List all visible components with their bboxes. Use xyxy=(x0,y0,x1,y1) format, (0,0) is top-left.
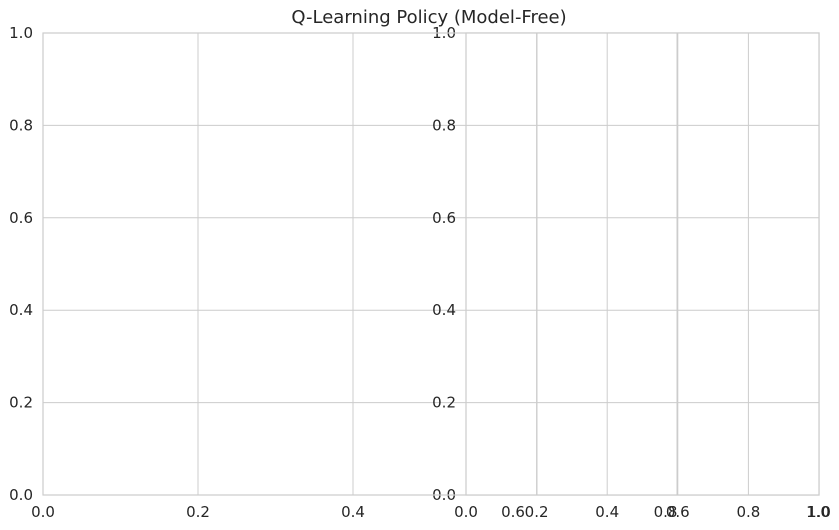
right-x-tick-label: 0.6 xyxy=(666,503,690,521)
overlay-x-tick-label: 0.6 xyxy=(501,503,525,521)
left-x-tick-label: 0.4 xyxy=(341,503,365,521)
left-y-tick-label: 0.8 xyxy=(9,116,33,134)
left-y-tick-label: 0.6 xyxy=(9,209,33,227)
right-y-tick-label: 0.8 xyxy=(432,116,456,134)
right-axes-frame xyxy=(465,32,820,496)
right-axes-background xyxy=(466,33,819,495)
right-y-tick-label: 0.2 xyxy=(432,394,456,412)
left-x-tick-label: 0.0 xyxy=(31,503,55,521)
tick-label-layer: 0.00.20.40.60.81.00.0 0.2 0.40.00.20.40.60… xyxy=(9,24,831,521)
right-y-tick-label: 0.6 xyxy=(432,209,456,227)
overlay-x-tick-label: 1.0 xyxy=(806,503,830,521)
overlay-x-tick-label: 0.8 xyxy=(654,503,678,521)
right-x-tick-label: 0.4 xyxy=(595,503,619,521)
right-y-tick-label: 0.4 xyxy=(432,301,456,319)
left-y-tick-label: 0.2 xyxy=(9,394,33,412)
right-x-tick-label: 1.0 xyxy=(807,503,831,521)
left-x-tick-label: 0.2 xyxy=(186,503,210,521)
chart-title: Q-Learning Policy (Model-Free) xyxy=(291,7,566,28)
left-y-tick-label: 1.0 xyxy=(9,24,33,42)
right-x-tick-label: 0.0 xyxy=(454,503,478,521)
axes-frame-layer xyxy=(42,32,820,496)
left-y-tick-label: 0.0 xyxy=(9,486,33,504)
left-y-tick-label: 0.4 xyxy=(9,301,33,319)
right-x-tick-label: 0.2 xyxy=(525,503,549,521)
right-x-tick-label: 0.8 xyxy=(736,503,760,521)
